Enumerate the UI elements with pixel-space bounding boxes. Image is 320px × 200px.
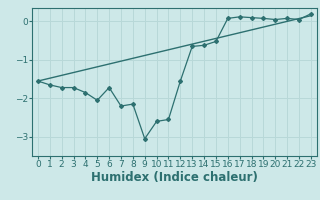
X-axis label: Humidex (Indice chaleur): Humidex (Indice chaleur) [91, 171, 258, 184]
